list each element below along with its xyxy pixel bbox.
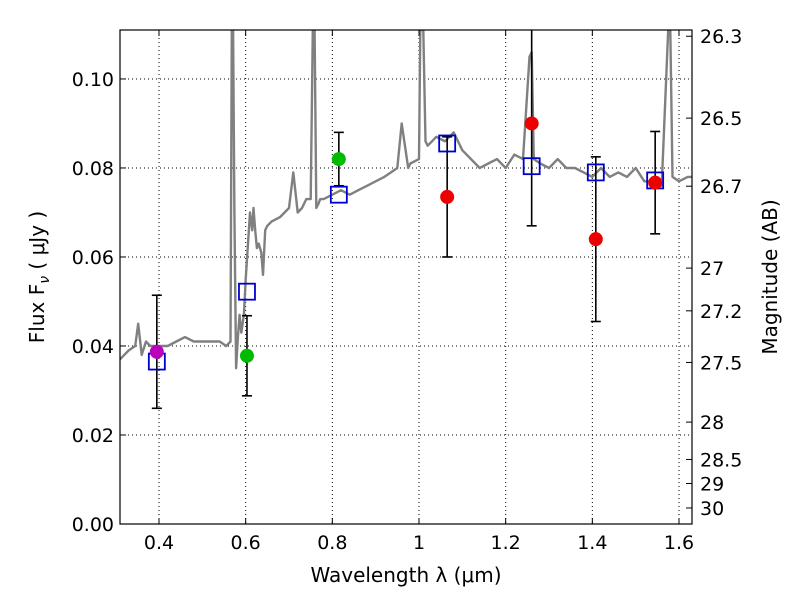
- model-square-point: [329, 185, 348, 204]
- y-tick-label: 0.02: [72, 425, 114, 447]
- mag-tick-label: 27.2: [700, 301, 742, 323]
- observed-flux-point: [524, 116, 539, 131]
- mag-tick-label: 26.7: [700, 176, 742, 198]
- axis-ticks: 0.4 0.6 0.8 1 1.2 1.4 1.6 0.00 0.02 0.04 0.06 0.08 0…: [72, 26, 743, 554]
- y-tick-label: 0.08: [72, 158, 114, 180]
- y-tick-label: 0.10: [72, 69, 114, 91]
- observed-flux-point: [588, 232, 603, 247]
- x-tick-label: 0.8: [317, 532, 347, 554]
- model-square-point: [522, 157, 541, 176]
- x-tick-label: 0.4: [144, 532, 174, 554]
- y2-axis-label: Magnitude (AB): [758, 199, 782, 354]
- mag-tick-label: 30: [700, 498, 724, 520]
- y-axis-label: Flux Fν ( μJy ): [25, 211, 53, 343]
- mag-tick-label: 29: [700, 474, 724, 496]
- mag-tick-label: 27: [700, 258, 724, 280]
- x-tick-label: 1.4: [577, 532, 607, 554]
- plot-frame: [119, 29, 693, 525]
- x-tick-label: 1: [413, 532, 425, 554]
- y-axis-label-sub: ν: [37, 276, 53, 284]
- mag-tick-label: 28.5: [700, 449, 742, 471]
- mag-tick-label: 28: [700, 412, 724, 434]
- observed-flux-point: [239, 348, 254, 363]
- y-tick-label: 0.00: [72, 514, 114, 536]
- x-axis-label: Wavelength λ (μm): [310, 563, 501, 587]
- plot-clipped-group: [120, 30, 692, 410]
- spectrum-line: [120, 30, 692, 370]
- model-square-point: [438, 134, 457, 153]
- y-tick-label: 0.04: [72, 336, 114, 358]
- mag-tick-label: 26.3: [700, 26, 742, 48]
- observed-flux-point: [648, 175, 663, 190]
- y-tick-label: 0.06: [72, 247, 114, 269]
- mag-tick-label: 27.5: [700, 352, 742, 374]
- model-square-point: [586, 163, 605, 182]
- x-tick-label: 0.6: [231, 532, 261, 554]
- plot-area: [120, 30, 692, 410]
- model-square-point: [238, 282, 256, 301]
- y-axis-label-main: Flux F: [25, 284, 49, 343]
- grid-lines: [120, 30, 692, 524]
- x-tick-label: 1.6: [664, 532, 694, 554]
- x-tick-label: 1.2: [491, 532, 521, 554]
- y-axis-label-unit: ( μJy ): [25, 211, 49, 276]
- mag-tick-label: 26.5: [700, 108, 742, 130]
- observed-flux-point: [331, 152, 346, 167]
- observed-flux-point: [440, 189, 455, 204]
- observed-flux-point: [149, 344, 164, 359]
